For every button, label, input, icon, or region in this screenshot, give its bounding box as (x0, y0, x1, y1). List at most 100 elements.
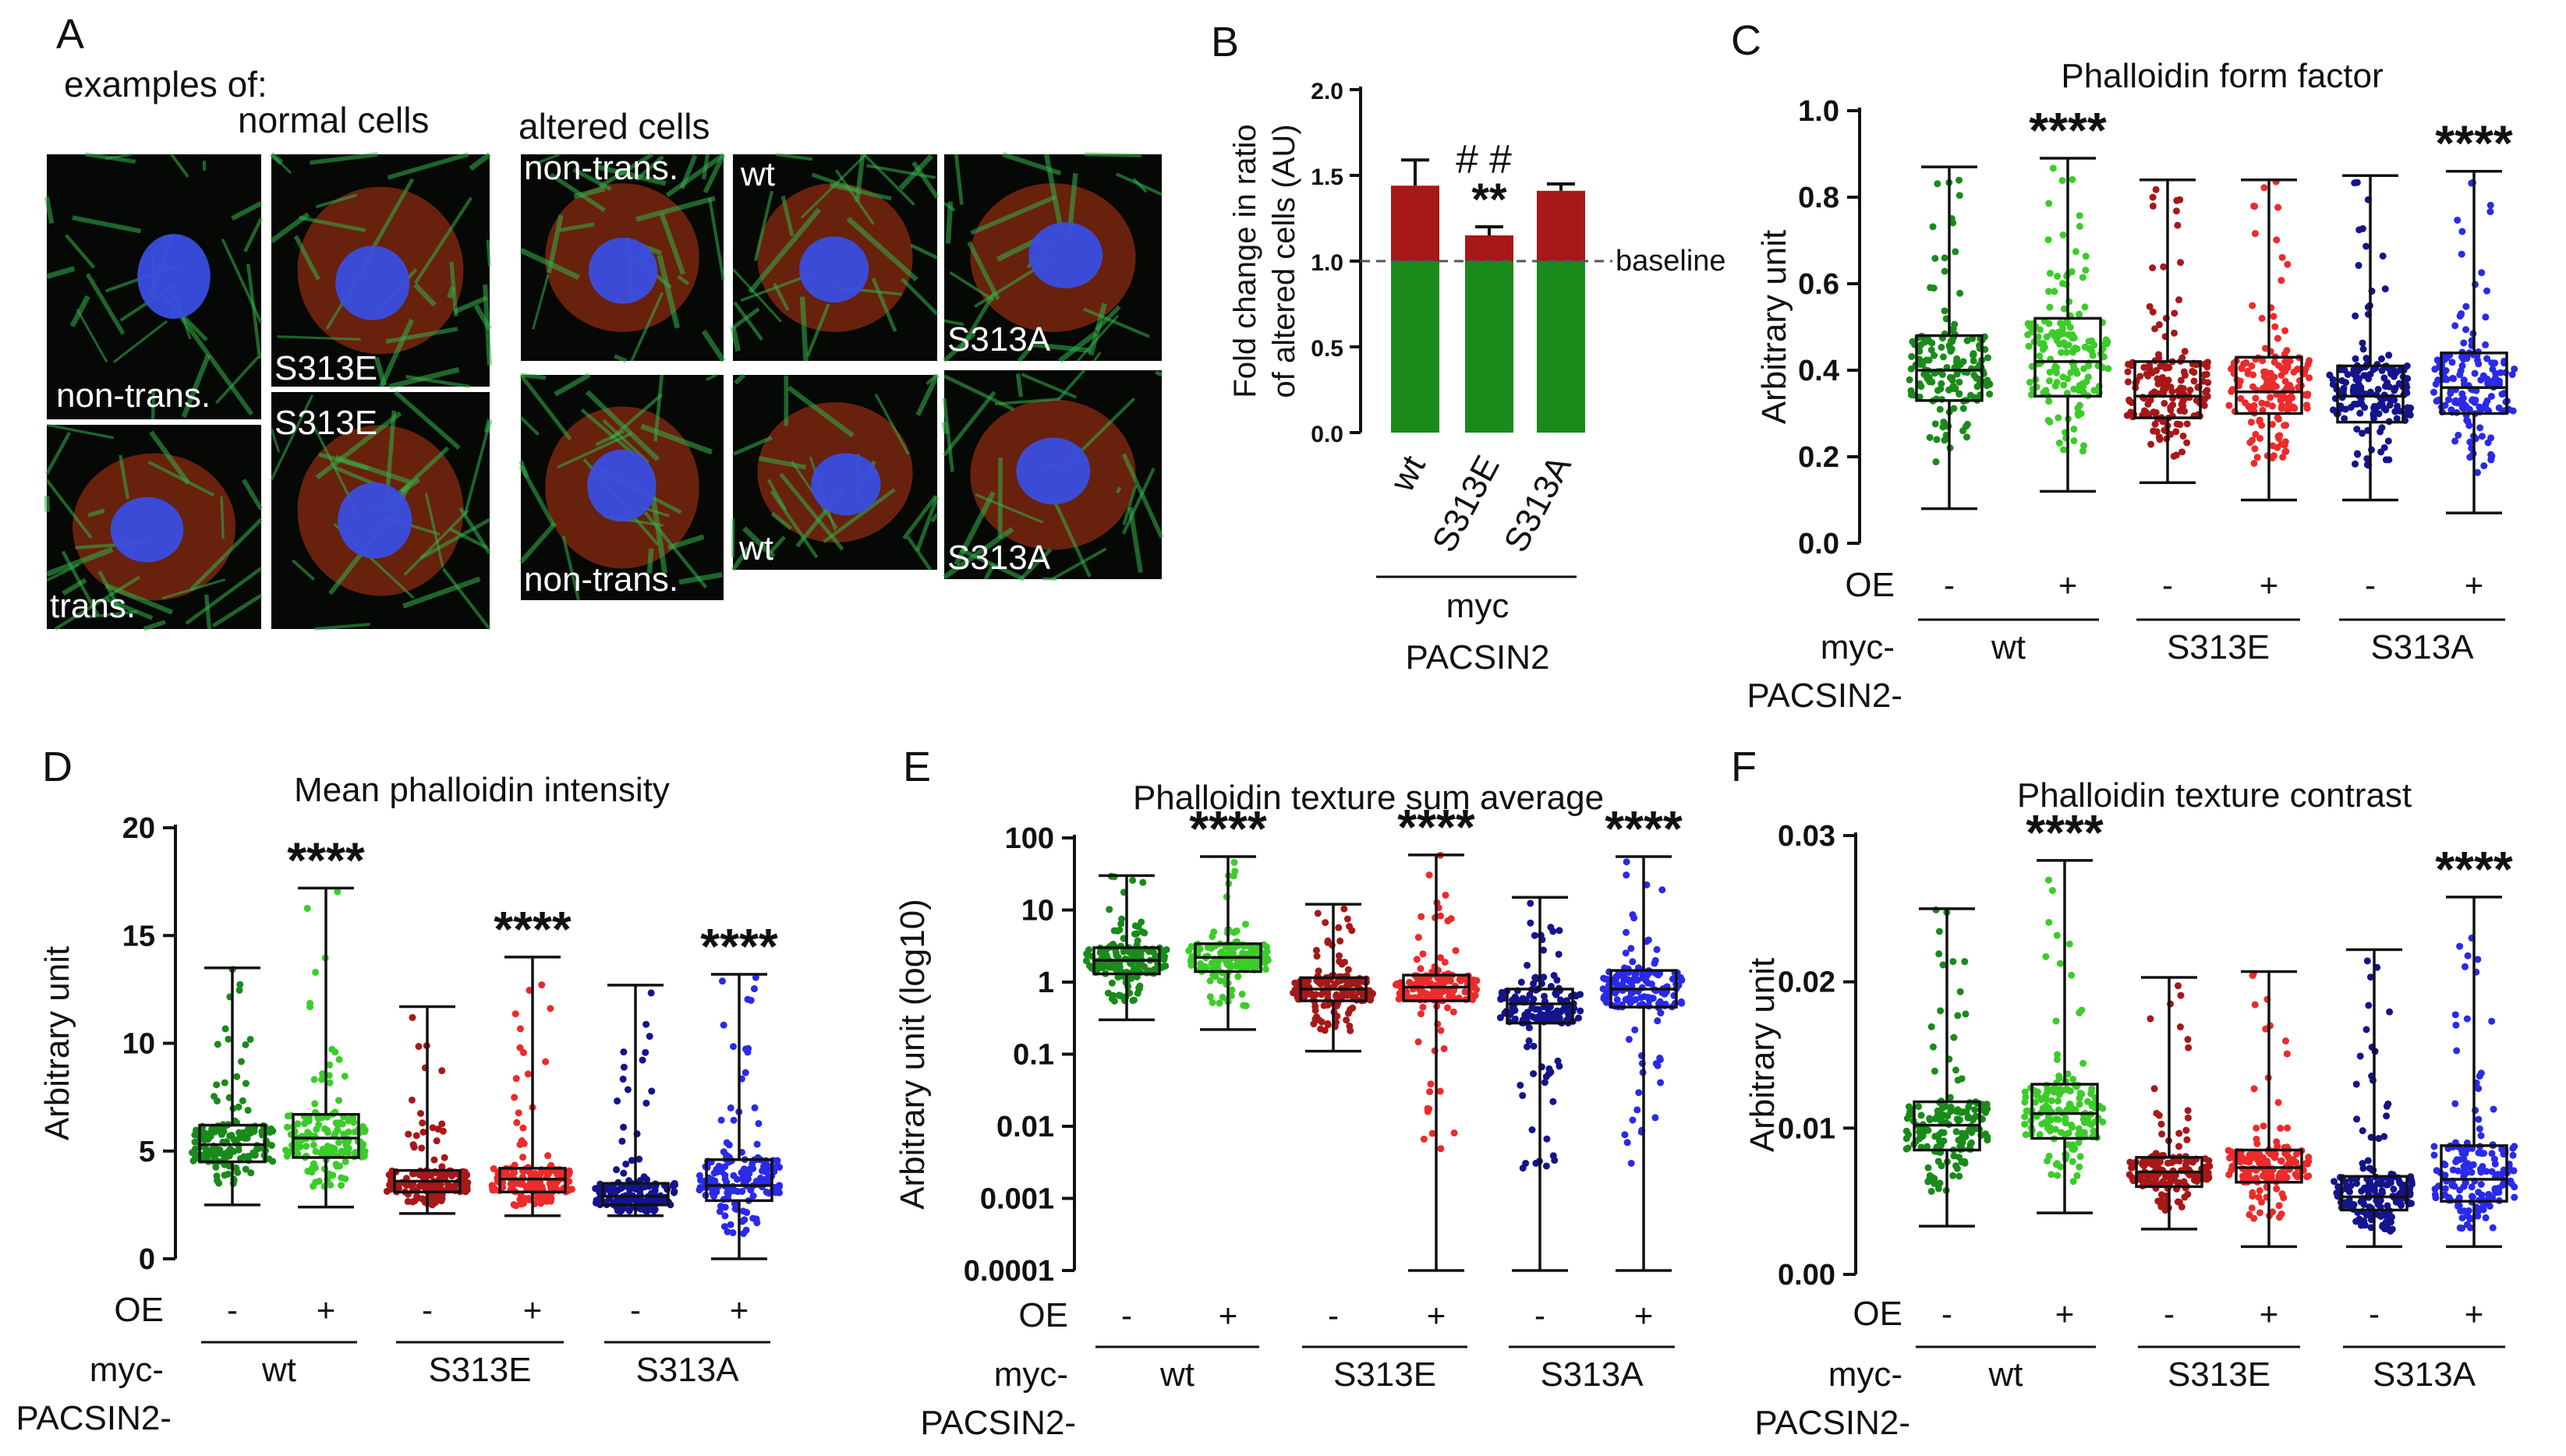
data-point (1556, 927, 1563, 935)
data-point (2037, 340, 2044, 348)
data-point (2124, 368, 2132, 376)
data-point (2475, 1115, 2483, 1123)
data-point (405, 1130, 412, 1138)
data-point (1436, 912, 1444, 920)
data-point (1934, 1113, 1942, 1121)
data-point (1346, 922, 1354, 930)
data-point (753, 1140, 761, 1148)
data-point (2270, 313, 2278, 320)
actin-fiber (519, 521, 557, 564)
data-point (2251, 1001, 2259, 1009)
data-point (1963, 433, 1971, 441)
data-point (2053, 931, 2061, 939)
data-point (2462, 302, 2470, 310)
data-point (718, 977, 726, 985)
data-point (1651, 956, 1659, 964)
data-point (646, 1205, 653, 1213)
data-point (2488, 1168, 2496, 1175)
micrograph-tile: non-trans. (44, 152, 264, 420)
data-point (647, 989, 655, 997)
data-point (1956, 361, 1964, 369)
data-point (232, 1164, 240, 1172)
actin-fiber (930, 513, 939, 523)
data-point (1209, 971, 1217, 979)
data-point (1640, 993, 1648, 1001)
y-axis-label: of altered cells (AU) (1267, 124, 1301, 398)
data-point (2482, 313, 2490, 321)
data-point (2353, 426, 2361, 433)
y-tick-label: 0.01 (1778, 1112, 1835, 1145)
data-point (2345, 1201, 2353, 1209)
data-point (2329, 376, 2337, 383)
data-point (2354, 451, 2362, 458)
data-point (2089, 352, 2097, 359)
data-point (1983, 1101, 1991, 1108)
actin-fiber (958, 291, 996, 350)
data-point (2374, 386, 2382, 394)
data-point (1120, 948, 1127, 956)
actin-fiber (1017, 344, 1035, 362)
actin-fiber (580, 408, 635, 455)
data-point (1564, 1004, 1572, 1012)
data-point (2243, 1156, 2251, 1164)
data-point (1542, 1073, 1550, 1080)
data-point (1318, 978, 1326, 986)
actin-fiber (270, 428, 281, 453)
data-point (2139, 1157, 2147, 1165)
data-point (2390, 1186, 2398, 1193)
data-point (2451, 397, 2459, 405)
data-point (565, 1178, 573, 1186)
data-point (2468, 1193, 2476, 1200)
data-point (1344, 966, 1352, 974)
actin-fiber (776, 152, 813, 161)
data-point (2344, 370, 2352, 378)
data-point (2149, 308, 2157, 316)
data-point (620, 1169, 628, 1177)
actin-fiber (640, 423, 713, 455)
data-point (2159, 418, 2167, 426)
data-point (2175, 1143, 2183, 1150)
data-point (1543, 1135, 1551, 1143)
data-point (1549, 1097, 1557, 1105)
data-point (2068, 268, 2076, 276)
data-point (2383, 1102, 2391, 1110)
oe-label: OE (1018, 1296, 1068, 1334)
data-point (2475, 1189, 2483, 1196)
actin-fiber (1121, 467, 1156, 535)
data-point (620, 1063, 628, 1071)
iqr-box (2336, 364, 2405, 424)
data-point (752, 974, 759, 981)
data-point (246, 1036, 254, 1044)
micrograph-caption: non-trans. (524, 560, 678, 599)
oe-label: OE (1845, 566, 1895, 604)
data-point (2479, 1203, 2486, 1210)
data-point (2144, 400, 2152, 408)
actin-fiber (779, 472, 844, 551)
data-point (1509, 1003, 1517, 1011)
data-point (1527, 919, 1534, 927)
data-point (2075, 1139, 2083, 1147)
actin-fiber (211, 593, 263, 628)
data-point (1308, 990, 1315, 998)
data-point (317, 1149, 325, 1157)
data-point (717, 1116, 725, 1124)
data-point (750, 985, 758, 993)
data-point (434, 1126, 442, 1133)
actin-fiber (119, 454, 130, 500)
data-point (2480, 462, 2488, 470)
data-point (235, 1103, 242, 1111)
data-point (2468, 1168, 2476, 1176)
x-category-label: wt (1382, 450, 1432, 499)
data-point (1471, 983, 1478, 991)
data-point (2176, 1023, 2184, 1031)
data-point (2284, 1124, 2292, 1132)
data-point (2253, 1174, 2260, 1182)
data-point (1321, 1027, 1329, 1034)
data-point (1931, 254, 1939, 262)
data-point (1956, 289, 1964, 297)
data-point (642, 1099, 650, 1107)
data-point (1552, 990, 1559, 998)
data-point (2463, 355, 2471, 362)
cell-nucleus (799, 236, 869, 303)
data-point (233, 1073, 241, 1080)
